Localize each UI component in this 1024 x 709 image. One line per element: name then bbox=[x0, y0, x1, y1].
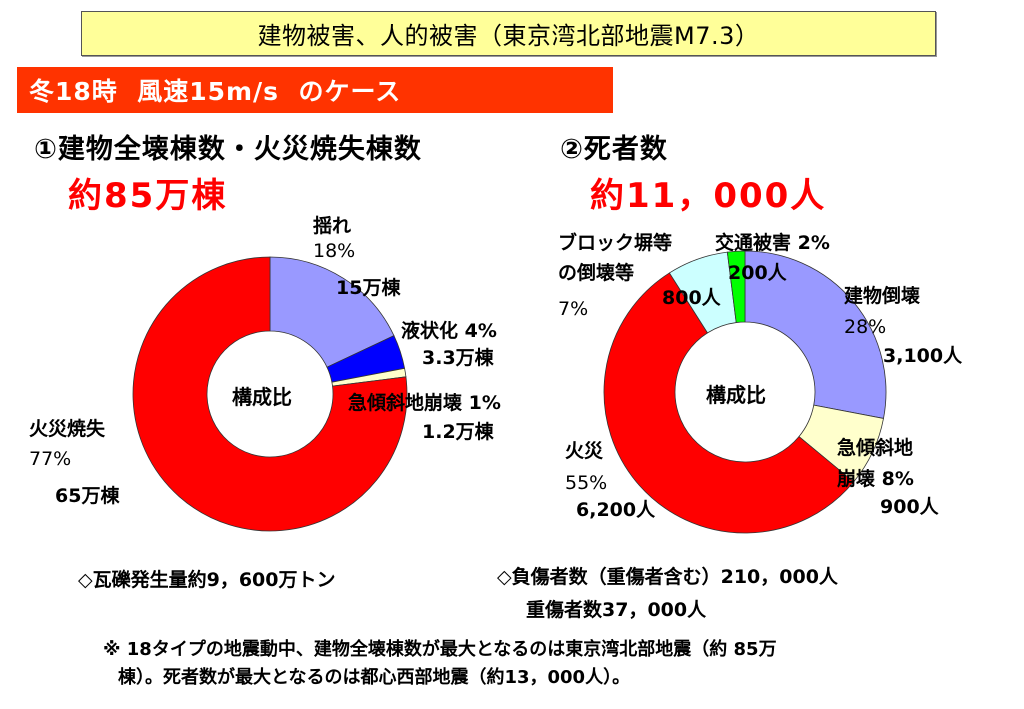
right-chart-heading: ②死者数 bbox=[560, 134, 668, 165]
case-banner: 冬18時 風速15m/s のケース bbox=[17, 67, 613, 113]
injured-note: ◇負傷者数（重傷者含む）210，000人 bbox=[497, 566, 838, 588]
label-rslope-name1: 急傾斜地 bbox=[837, 437, 914, 459]
label-collapse-value: 3,100人 bbox=[883, 345, 963, 367]
label-rfire-value: 6,200人 bbox=[576, 499, 656, 521]
serious-injured-note: 重傷者数37，000人 bbox=[526, 599, 707, 621]
label-shake-name: 揺れ bbox=[313, 215, 352, 237]
label-rslope-value: 900人 bbox=[880, 496, 939, 518]
footnote-line-2: 棟）。死者数が最大となるのは都心西部地震（約13，000人）。 bbox=[118, 667, 631, 688]
fatalities-donut bbox=[603, 250, 887, 534]
label-liquefaction-name: 液状化 4% bbox=[401, 320, 497, 342]
donut-slice bbox=[269, 256, 395, 368]
label-slope-value: 1.2万棟 bbox=[422, 421, 494, 443]
page-title: 建物被害、人的被害（東京湾北部地震M7.3） bbox=[81, 11, 936, 56]
label-rfire-name: 火災 bbox=[565, 440, 604, 462]
right-chart-total: 約11，000人 bbox=[590, 176, 827, 216]
left-chart-heading: ①建物全壊棟数・火災焼失棟数 bbox=[34, 134, 422, 165]
debris-note: ◇瓦礫発生量約9，600万トン bbox=[78, 569, 336, 591]
donut-slice bbox=[132, 256, 408, 532]
donut-slice bbox=[603, 272, 855, 534]
label-rslope-name2: 崩壊 8% bbox=[837, 468, 914, 490]
donut-slice bbox=[726, 250, 746, 323]
label-liquefaction-value: 3.3万棟 bbox=[422, 347, 494, 369]
case-label: 冬18時 風速15m/s のケース bbox=[29, 77, 402, 106]
label-rfire-pct: 55% bbox=[565, 472, 608, 494]
label-traffic-name: 交通被害 2% bbox=[715, 232, 830, 254]
label-block-name2: の倒壊等 bbox=[558, 262, 635, 284]
label-shake-pct: 18% bbox=[313, 240, 356, 262]
left-chart-total: 約85万棟 bbox=[68, 176, 228, 216]
footnote-line-1: ※ 18タイプの地震動中、建物全壊棟数が最大となるのは東京湾北部地震（約 85万 bbox=[103, 639, 777, 660]
label-block-value: 800人 bbox=[662, 287, 721, 309]
left-center-label: 構成比 bbox=[232, 385, 292, 409]
label-fire-pct: 77% bbox=[29, 448, 72, 470]
building-damage-donut bbox=[132, 256, 408, 532]
label-collapse-name: 建物倒壊 bbox=[844, 285, 921, 307]
right-center-label: 構成比 bbox=[706, 383, 766, 407]
label-collapse-pct: 28% bbox=[844, 316, 887, 338]
label-block-name1: ブロック塀等 bbox=[558, 232, 673, 254]
label-traffic-value: 200人 bbox=[728, 262, 787, 284]
label-block-pct: 7% bbox=[558, 298, 589, 320]
label-fire-name: 火災焼失 bbox=[29, 418, 106, 440]
donut-slice bbox=[744, 250, 887, 419]
label-shake-value: 15万棟 bbox=[336, 277, 401, 299]
label-fire-value: 65万棟 bbox=[55, 485, 120, 507]
label-slope-name: 急傾斜地崩壊 1% bbox=[348, 392, 501, 414]
